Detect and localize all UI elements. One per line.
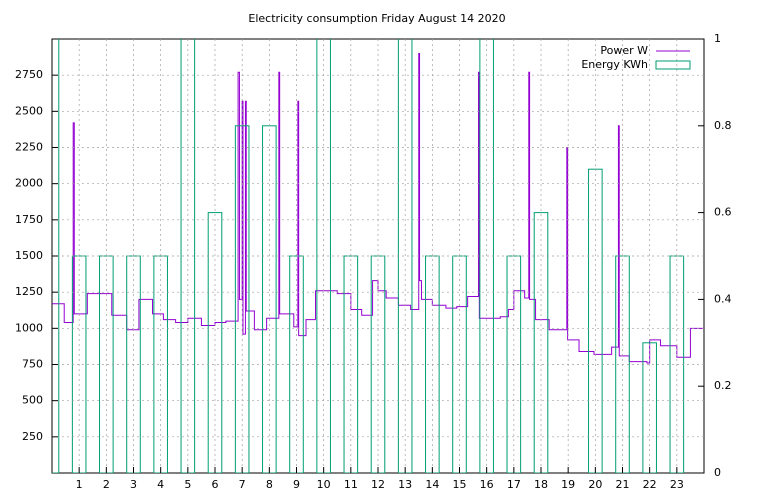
x-tick-label: 18 [534,478,548,491]
x-tick-label: 17 [507,478,521,491]
chart-title: Electricity consumption Friday August 14… [248,12,505,25]
y-tick-label: 750 [22,358,43,371]
y-tick-label: 1250 [15,285,43,298]
x-tick-label: 3 [130,478,137,491]
y2-tick-label: 1 [714,32,721,45]
x-tick-label: 8 [266,478,273,491]
x-tick-label: 14 [425,478,439,491]
x-tick-label: 4 [157,478,164,491]
x-tick-label: 1 [76,478,83,491]
x-tick-label: 7 [239,478,246,491]
x-tick-label: 10 [317,478,331,491]
y-tick-label: 2250 [15,141,43,154]
legend-swatch [655,60,691,70]
energy-box [533,212,549,473]
y2-tick-label: 0.4 [714,292,732,305]
x-tick-label: 2 [103,478,110,491]
y-tick-label: 2750 [15,68,43,81]
y2-tick-label: 0.6 [714,206,732,219]
energy-box [207,212,223,473]
x-tick-label: 13 [398,478,412,491]
x-tick-label: 20 [588,478,602,491]
y-tick-label: 2500 [15,104,43,117]
x-tick-label: 12 [371,478,385,491]
x-tick-label: 19 [561,478,575,491]
y-tick-label: 1000 [15,321,43,334]
x-tick-label: 21 [616,478,630,491]
y-tick-label: 1750 [15,213,43,226]
y-tick-label: 250 [22,430,43,443]
legend-label: Energy KWh [581,58,648,71]
energy-box [52,39,60,473]
y2-tick-label: 0.8 [714,119,732,132]
legend-label: Power W [600,44,648,57]
y-tick-label: 2000 [15,177,43,190]
y-tick-label: 500 [22,394,43,407]
x-tick-label: 23 [670,478,684,491]
x-tick-label: 9 [293,478,300,491]
x-tick-label: 15 [453,478,467,491]
x-tick-label: 5 [184,478,191,491]
y-tick-label: 1500 [15,249,43,262]
y2-tick-label: 0 [714,466,721,479]
x-tick-label: 22 [643,478,657,491]
x-tick-label: 11 [344,478,358,491]
x-tick-label: 16 [480,478,494,491]
x-tick-label: 6 [212,478,219,491]
y2-tick-label: 0.2 [714,379,732,392]
